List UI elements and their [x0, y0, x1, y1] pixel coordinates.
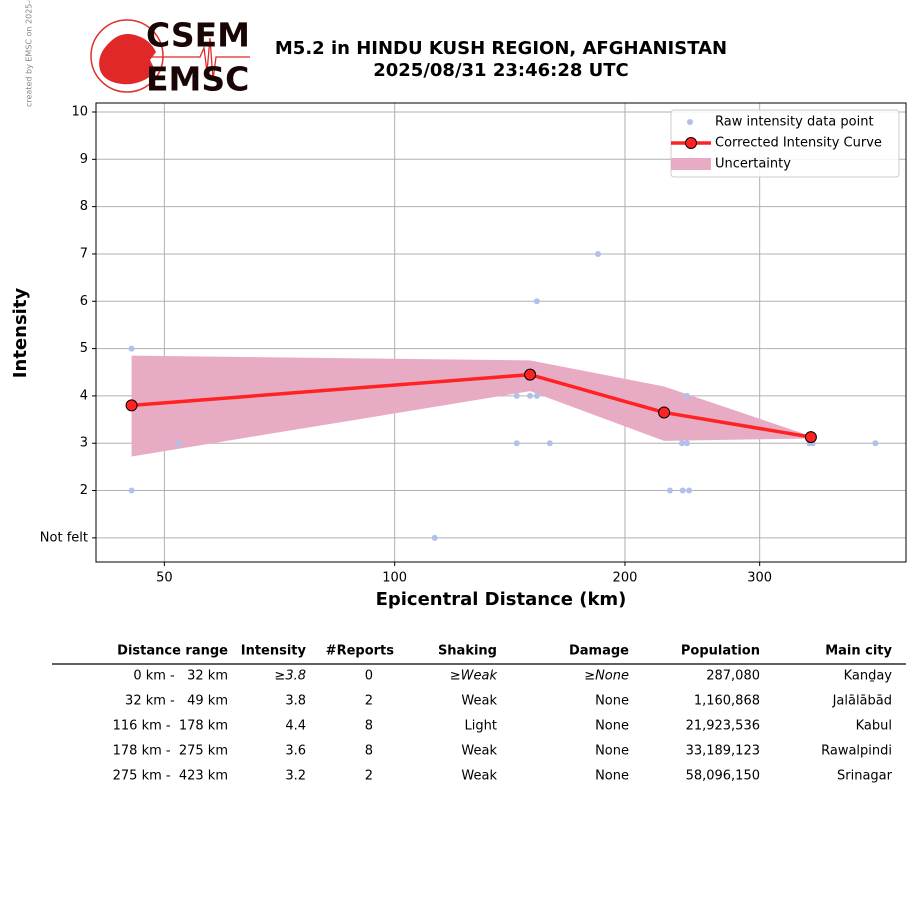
table-cell: 116 km - 178 km — [113, 719, 228, 734]
table-cell: None — [595, 719, 629, 734]
table-cell: 8 — [365, 719, 373, 734]
uncertainty-band — [131, 355, 811, 457]
table-cell: Weak — [461, 744, 497, 759]
legend-label: Corrected Intensity Curve — [715, 136, 882, 151]
table-cell: 2 — [365, 769, 373, 784]
table-cell: Kabul — [856, 719, 892, 734]
logo-top: CSEM — [146, 16, 250, 55]
table-cell: 3.6 — [285, 744, 306, 759]
data-point — [683, 392, 690, 399]
y-axis-label: Intensity — [10, 288, 31, 379]
curve-line — [131, 372, 812, 439]
data-point — [533, 298, 540, 305]
x-tick-label: 100 — [382, 571, 407, 586]
curve-marker — [658, 406, 671, 419]
data-point — [594, 250, 601, 257]
table-cell: Rawalpindi — [821, 744, 892, 759]
table-cell: Light — [465, 719, 497, 734]
logo-map — [99, 34, 156, 85]
x-tick-label: 200 — [613, 571, 638, 586]
table-cell: 3.8 — [285, 694, 306, 709]
curve-marker — [804, 431, 817, 444]
table-cell: Srinagar — [837, 769, 893, 784]
table-cell: 0 km - 32 km — [133, 669, 228, 684]
data-point — [128, 345, 135, 352]
table-cell: 275 km - 423 km — [113, 769, 228, 784]
table-cell: 2 — [365, 694, 373, 709]
legend-label: Raw intensity data point — [715, 115, 874, 130]
legend-swatch — [685, 137, 697, 149]
data-point — [546, 440, 553, 447]
x-axis-label: Epicentral Distance (km) — [376, 589, 627, 610]
logo-ring — [90, 19, 164, 93]
data-point — [686, 487, 693, 494]
data-point — [175, 440, 182, 447]
table-cell: None — [595, 744, 629, 759]
table-header: Main city — [825, 644, 892, 659]
data-point — [513, 392, 520, 399]
y-tick-label: 6 — [80, 294, 88, 309]
logo-bottom: EMSC — [146, 60, 249, 99]
logo-wave — [150, 37, 250, 81]
chart-title: M5.2 in HINDU KUSH REGION, AFGHANISTAN — [275, 38, 727, 59]
table-cell: 287,080 — [706, 669, 760, 684]
table-cell: 58,096,150 — [686, 769, 760, 784]
table-cell: ≥None — [584, 669, 629, 684]
y-tick-label: 10 — [71, 104, 88, 119]
table-cell: None — [595, 769, 629, 784]
table-cell: 21,923,536 — [686, 719, 760, 734]
data-point — [431, 534, 438, 541]
table-header: Intensity — [241, 644, 307, 659]
table-cell: None — [595, 694, 629, 709]
data-point — [513, 440, 520, 447]
data-point — [679, 487, 686, 494]
data-point — [666, 487, 673, 494]
y-tick-label: 2 — [80, 483, 88, 498]
table-cell: 1,160,868 — [694, 694, 760, 709]
x-tick-label: 300 — [747, 571, 772, 586]
table-cell: Kanḏay — [844, 669, 893, 684]
table-cell: 32 km - 49 km — [125, 694, 228, 709]
y-tick-label: 5 — [80, 341, 88, 356]
curve-marker — [524, 368, 537, 381]
chart-subtitle: 2025/08/31 23:46:28 UTC — [373, 60, 629, 81]
y-tick-label: 9 — [80, 152, 88, 167]
table-cell: 8 — [365, 744, 373, 759]
table-header: Shaking — [438, 644, 497, 659]
curve-marker — [125, 399, 138, 412]
plot-frame — [95, 102, 907, 563]
table-cell: 0 — [365, 669, 373, 684]
table-cell: 4.4 — [285, 719, 306, 734]
data-point — [128, 487, 135, 494]
legend-swatch — [671, 158, 711, 170]
data-point — [678, 440, 685, 447]
table-cell: Weak — [461, 694, 497, 709]
y-tick-label: 7 — [80, 246, 88, 261]
table-cell: ≥3.8 — [274, 669, 306, 684]
data-point — [527, 392, 534, 399]
table-cell: 33,189,123 — [686, 744, 760, 759]
table-header: Damage — [569, 644, 629, 659]
table-cell: 178 km - 275 km — [113, 744, 228, 759]
table-header: Population — [681, 644, 760, 659]
data-point — [533, 392, 540, 399]
x-tick-label: 50 — [156, 571, 173, 586]
table-cell: 3.2 — [285, 769, 306, 784]
logo: CSEM EMSC — [90, 16, 250, 99]
credit: created by EMSC on 2025-09-02 06:49:12 U… — [25, 0, 34, 107]
table-header: #Reports — [326, 644, 395, 659]
table-cell: ≥Weak — [450, 669, 498, 684]
table-header: Distance range — [117, 644, 228, 659]
table-cell: Weak — [461, 769, 497, 784]
y-tick-label: Not felt — [40, 530, 88, 545]
table-cell: Jalālābād — [832, 694, 892, 709]
legend-label: Uncertainty — [715, 157, 791, 172]
y-tick-label: 3 — [80, 436, 88, 451]
y-tick-label: 4 — [80, 388, 88, 403]
data-point — [683, 440, 690, 447]
legend-swatch — [687, 119, 693, 125]
y-tick-label: 8 — [80, 199, 88, 214]
data-point — [872, 440, 879, 447]
